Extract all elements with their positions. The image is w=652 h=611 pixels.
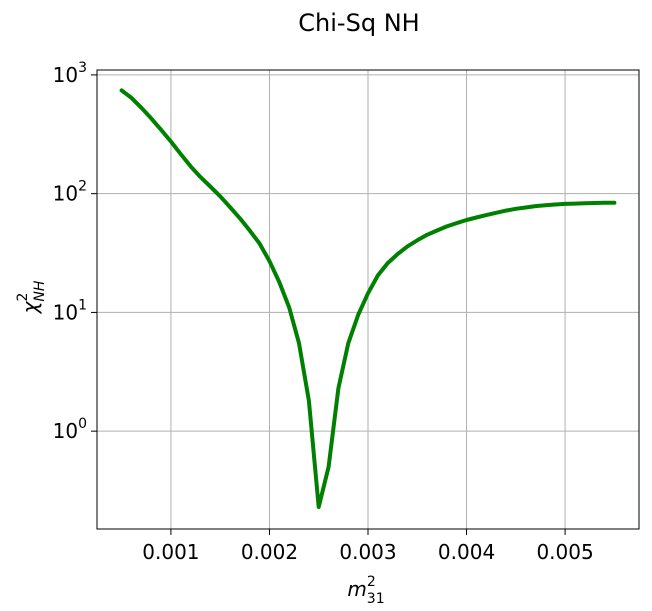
series-line (119, 88, 617, 509)
x-tick-label: 0.004 (438, 540, 495, 564)
x-axis-label: m2 31 (347, 574, 384, 607)
x-tick-label: 0.005 (536, 540, 593, 564)
y-tick-exponent: 1 (78, 297, 87, 313)
y-tick-exponent: 0 (78, 416, 87, 432)
y-tick-base: 10 (53, 300, 78, 324)
y-axis-label-group: χ2NH (15, 280, 48, 314)
y-axis-label: χ2NH (15, 280, 48, 314)
chart-title: Chi-Sq NH (298, 9, 419, 37)
y-tick-base: 10 (53, 419, 78, 443)
x-tick-label: 0.002 (241, 540, 298, 564)
x-tick-label: 0.001 (142, 540, 199, 564)
y-tick-exponent: 3 (78, 60, 87, 76)
series-layer (119, 88, 617, 509)
y-tick-base: 10 (53, 182, 78, 206)
x-tick-label: 0.003 (339, 540, 396, 564)
y-tick-exponent: 2 (78, 179, 87, 195)
y-tick-label: 100 (53, 416, 87, 443)
y-tick-label: 103 (53, 60, 87, 87)
y-tick-base: 10 (53, 63, 78, 87)
y-tick-label: 102 (53, 179, 87, 206)
y-tick-label: 101 (53, 297, 87, 324)
grid (97, 70, 639, 529)
x-ticks: 0.001 0.002 0.003 0.004 0.005 (142, 529, 594, 564)
